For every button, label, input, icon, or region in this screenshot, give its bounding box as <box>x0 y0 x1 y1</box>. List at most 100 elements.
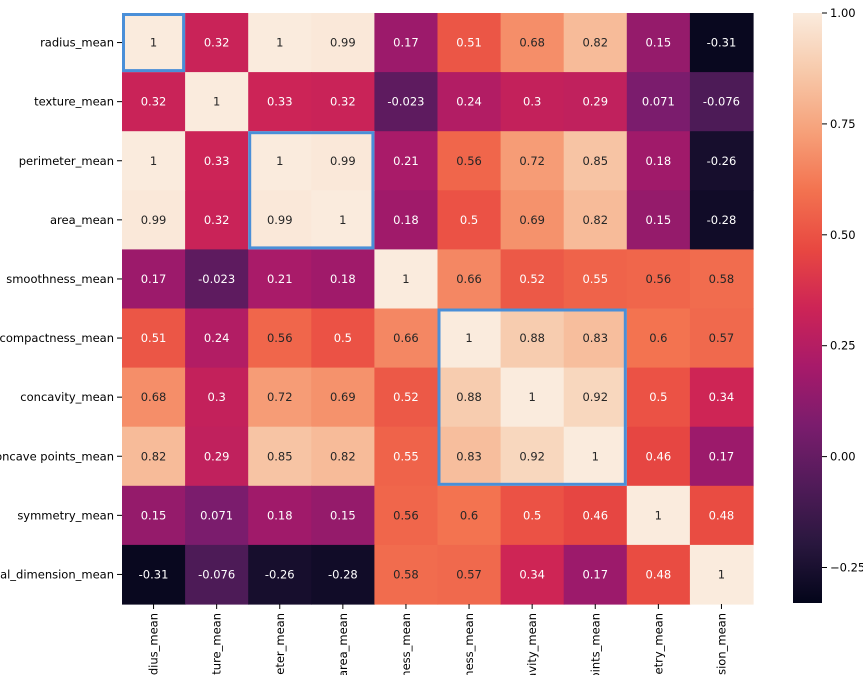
heatmap-cell <box>248 131 312 191</box>
cell-value-label: 0.51 <box>141 331 167 345</box>
cell-value-label: 0.99 <box>330 154 356 168</box>
cell-value-label: 0.32 <box>204 36 230 50</box>
heatmap-cell <box>437 13 502 73</box>
heatmap-cell <box>626 131 691 191</box>
heatmap-cell <box>500 367 565 428</box>
y-tick-label: ctal_dimension_mean <box>0 567 114 581</box>
heatmap-cell <box>311 426 375 487</box>
cell-value-label: 1 <box>339 213 346 227</box>
heatmap-cell <box>500 13 565 73</box>
cell-value-label: 0.82 <box>330 449 356 463</box>
x-tick-label: tness_mean <box>462 613 476 675</box>
cell-value-label: 0.72 <box>519 154 545 168</box>
heatmap-cell <box>437 131 502 191</box>
y-tick-label: area_mean <box>50 213 114 227</box>
heatmap-cell <box>248 426 312 487</box>
cell-value-label: 0.24 <box>456 95 482 109</box>
heatmap-cell <box>437 485 502 546</box>
heatmap-cell <box>500 190 565 250</box>
x-tick-label: avity_mean <box>525 613 539 675</box>
cell-value-label: 0.92 <box>519 449 545 463</box>
cell-value-label: 0.32 <box>330 95 356 109</box>
cell-value-label: 0.17 <box>582 567 608 581</box>
cell-value-label: 0.52 <box>393 390 419 404</box>
heatmap-cell <box>374 485 439 546</box>
heatmap-cell <box>185 72 249 132</box>
cell-value-label: 1 <box>655 508 662 522</box>
heatmap-cell <box>500 485 565 546</box>
heatmap-cell <box>122 485 186 546</box>
y-tick-label: radius_mean <box>40 36 114 50</box>
cell-value-label: 0.82 <box>141 449 167 463</box>
heatmap-cell <box>248 72 312 132</box>
heatmap-cell <box>248 544 312 605</box>
cell-value-label: 0.68 <box>141 390 167 404</box>
cell-value-label: 0.29 <box>204 449 230 463</box>
heatmap-cell <box>122 13 186 73</box>
colorbar: 1.00 0.75 0.50 0.25 0.00 −0.25 <box>793 6 863 603</box>
heatmap-cell <box>689 249 754 310</box>
colorbar-tick-label: 0.75 <box>830 117 856 131</box>
cell-value-label: 0.83 <box>456 449 482 463</box>
x-tick-label: hness_mean <box>399 613 413 675</box>
heatmap-cell <box>122 72 186 132</box>
heatmap-cell <box>374 72 439 132</box>
heatmap-cell <box>689 13 754 73</box>
heatmap-cell <box>374 131 439 191</box>
cell-value-label: 0.68 <box>519 36 545 50</box>
cell-value-label: 0.15 <box>141 508 167 522</box>
heatmap-cell <box>626 308 691 369</box>
heatmap-cell <box>563 308 628 369</box>
cell-value-label: 0.56 <box>646 272 672 286</box>
cell-value-label: 0.66 <box>393 331 419 345</box>
y-tick-label: smoothness_mean <box>6 272 114 286</box>
cell-value-label: 0.15 <box>646 213 672 227</box>
heatmap-cell <box>626 249 691 310</box>
cell-value-label: 0.66 <box>456 272 482 286</box>
highlight-box <box>248 131 375 250</box>
cell-value-label: 0.58 <box>709 272 735 286</box>
heatmap-cell <box>626 544 691 605</box>
heatmap-cells <box>122 13 754 605</box>
cell-value-label: 0.17 <box>141 272 167 286</box>
cell-value-label: -0.023 <box>387 95 424 109</box>
cell-value-label: 0.32 <box>204 213 230 227</box>
cell-value-label: 0.58 <box>393 567 419 581</box>
cell-value-label: 0.46 <box>582 508 608 522</box>
heatmap-cell <box>626 367 691 428</box>
cell-value-label: -0.076 <box>703 95 740 109</box>
cell-value-label: -0.26 <box>265 567 295 581</box>
heatmap-cell <box>185 249 249 310</box>
heatmap-cell <box>437 544 502 605</box>
cell-value-label: 0.88 <box>519 331 545 345</box>
x-axis: adius_mean xture_mean neter_mean area_mean h… <box>147 604 728 675</box>
heatmap-cell <box>311 131 375 191</box>
cell-value-label: 0.55 <box>393 449 419 463</box>
heatmap-cell <box>563 13 628 73</box>
heatmap-cell <box>689 367 754 428</box>
heatmap-cell <box>122 308 186 369</box>
cell-value-label: -0.31 <box>139 567 169 581</box>
cell-value-label: 1 <box>528 390 535 404</box>
y-tick-label: compactness_mean <box>0 331 114 345</box>
heatmap-cell <box>185 131 249 191</box>
cell-value-label: 0.15 <box>646 36 672 50</box>
heatmap-cell-labels: 1 0.32 1 0.99 0.17 0.51 0.68 0.82 0.15 -0.31 0.32 1… <box>139 36 740 582</box>
heatmap-cell <box>248 13 312 73</box>
heatmap-cell <box>122 367 186 428</box>
cell-value-label: 0.17 <box>393 36 419 50</box>
x-tick-label: nsion_mean <box>714 613 728 675</box>
cell-value-label: 0.99 <box>330 36 356 50</box>
heatmap-cell <box>563 485 628 546</box>
heatmap-cell <box>437 308 502 369</box>
colorbar-tick-label: 0.00 <box>830 450 856 464</box>
heatmap-cell <box>185 308 249 369</box>
cell-value-label: 0.18 <box>393 213 419 227</box>
cell-value-label: 0.6 <box>649 331 667 345</box>
heatmap-cell <box>689 485 754 546</box>
heatmap-cell <box>374 308 439 369</box>
heatmap-cell <box>185 426 249 487</box>
heatmap-cell <box>500 426 565 487</box>
cell-value-label: 1 <box>276 36 283 50</box>
